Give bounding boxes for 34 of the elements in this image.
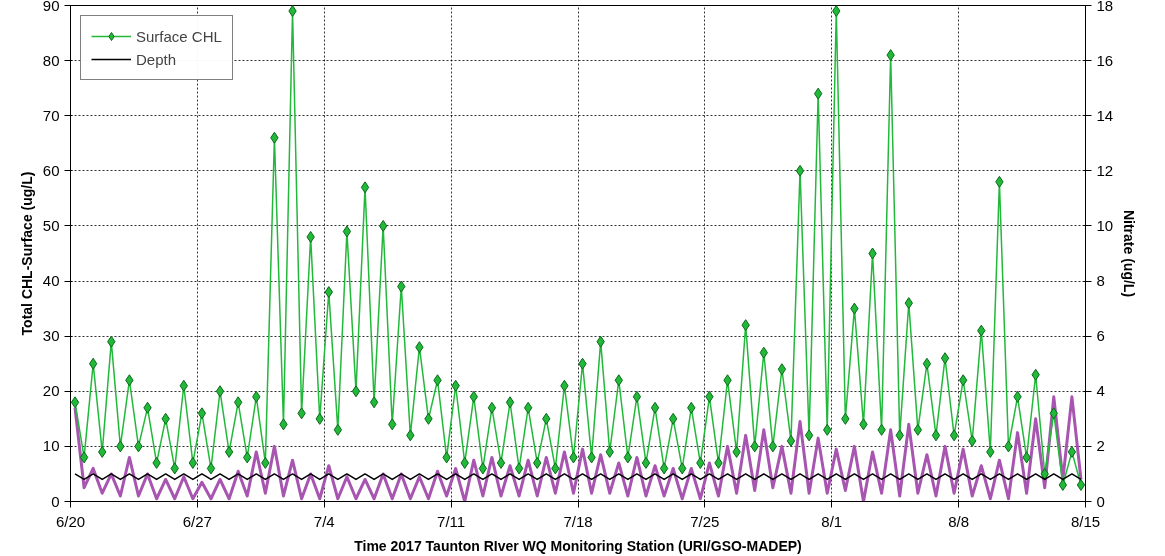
- y-tick-label: 0: [51, 492, 60, 510]
- y2-tick-label: 12: [1096, 161, 1114, 179]
- x-tick-label: 8/1: [821, 512, 843, 530]
- y-tick-label: 60: [42, 161, 60, 179]
- y-tick-label: 10: [42, 437, 60, 455]
- y-tick-label: 50: [42, 216, 60, 234]
- y2-tick-label: 8: [1096, 272, 1105, 290]
- y2-tick-label: 2: [1096, 437, 1105, 455]
- y-tick-label: 30: [42, 327, 60, 345]
- y2-tick-label: 10: [1096, 216, 1114, 234]
- y2-tick-label: 0: [1096, 492, 1105, 510]
- y2-tick-label: 6: [1096, 327, 1105, 345]
- y-tick-label: 70: [42, 106, 60, 124]
- y-tick-label: 80: [42, 51, 60, 69]
- x-tick-label: 6/27: [182, 512, 212, 530]
- x-tick-label: 7/11: [437, 512, 466, 530]
- y2-tick-label: 14: [1096, 106, 1114, 124]
- legend-label: Surface CHL: [136, 27, 222, 45]
- y-tick-label: 40: [42, 272, 60, 290]
- y2-tick-label: 18: [1096, 0, 1114, 14]
- x-axis-title: Time 2017 Taunton RIver WQ Monitoring Station (URI/GSO-MADEP): [354, 537, 802, 554]
- x-tick-label: 8/15: [1070, 512, 1101, 530]
- x-tick-label: 6/20: [55, 512, 86, 530]
- x-tick-label: 8/8: [948, 512, 970, 530]
- x-tick-label: 7/18: [563, 512, 593, 530]
- y-tick-label: 90: [42, 0, 60, 14]
- x-tick-label: 7/25: [690, 512, 720, 530]
- y2-tick-label: 16: [1096, 51, 1114, 69]
- y2-axis-title: Nitrate (ug/L): [1121, 209, 1138, 298]
- x-tick-label: 7/4: [313, 512, 335, 530]
- y-axis-title: Total CHL-Surface (ug/L): [18, 171, 35, 336]
- y-tick-label: 20: [42, 382, 60, 400]
- y2-tick-label: 4: [1096, 382, 1105, 400]
- legend-label: Depth: [136, 50, 177, 68]
